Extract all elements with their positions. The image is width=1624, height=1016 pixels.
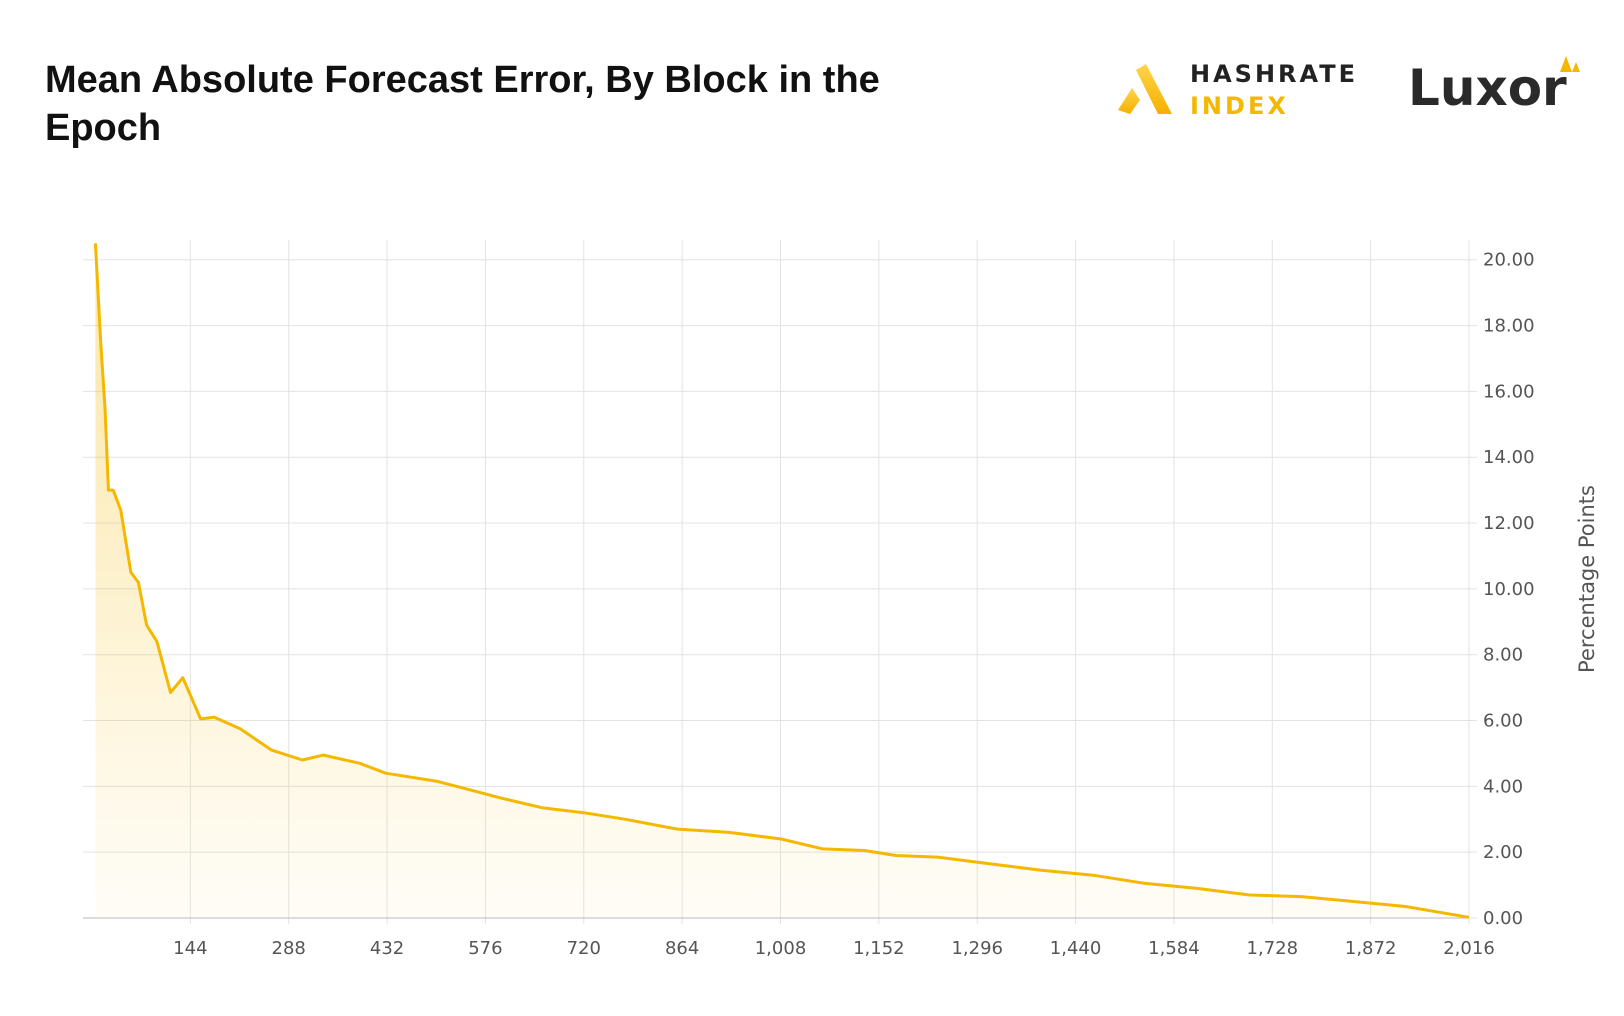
y-tick-label: 14.00 [1483, 447, 1535, 468]
x-tick-label: 1,872 [1345, 938, 1397, 959]
y-tick-label: 12.00 [1483, 513, 1535, 534]
y-tick-label: 8.00 [1483, 645, 1523, 666]
hashrate-logo: HASHRATE INDEX [1118, 60, 1358, 120]
y-tick-label: 18.00 [1483, 316, 1535, 337]
x-tick-label: 1,152 [853, 938, 905, 959]
line [93, 243, 1470, 919]
x-tick-label: 1,296 [951, 938, 1003, 959]
x-tick-label: 576 [468, 938, 502, 959]
x-tick-label: 1,584 [1148, 938, 1200, 959]
logo-icon [1118, 88, 1140, 114]
y-tick-label: 4.00 [1483, 776, 1523, 797]
luxor-logo: Luxor [1408, 56, 1580, 117]
x-tick-label: 720 [567, 938, 601, 959]
y-axis-title: Percentage Points [1575, 485, 1599, 673]
x-tick-label: 144 [173, 938, 207, 959]
y-tick-label: 6.00 [1483, 711, 1523, 732]
logo-text: INDEX [1190, 92, 1289, 120]
y-tick-label: 20.00 [1483, 250, 1535, 271]
x-tick-label: 288 [272, 938, 306, 959]
x-tick-label: 864 [665, 938, 699, 959]
y-tick-label: 2.00 [1483, 842, 1523, 863]
y-tick-label: 0.00 [1483, 908, 1523, 929]
y-tick-label: 16.00 [1483, 381, 1535, 402]
logo-text: Luxor [1408, 59, 1567, 117]
y-tick-label: 10.00 [1483, 579, 1535, 600]
area [95, 243, 1469, 919]
x-tick-label: 1,008 [755, 938, 807, 959]
chart-title: Mean Absolute Forecast Error, By Block i… [45, 59, 880, 149]
x-tick-label: 432 [370, 938, 404, 959]
x-tick-label: 1,440 [1050, 938, 1102, 959]
logo-icon [1136, 64, 1172, 114]
logo-icon [1560, 56, 1580, 72]
x-tick-label: 2,016 [1443, 938, 1495, 959]
logo-text: HASHRATE [1190, 60, 1358, 88]
x-tick-label: 1,728 [1247, 938, 1299, 959]
